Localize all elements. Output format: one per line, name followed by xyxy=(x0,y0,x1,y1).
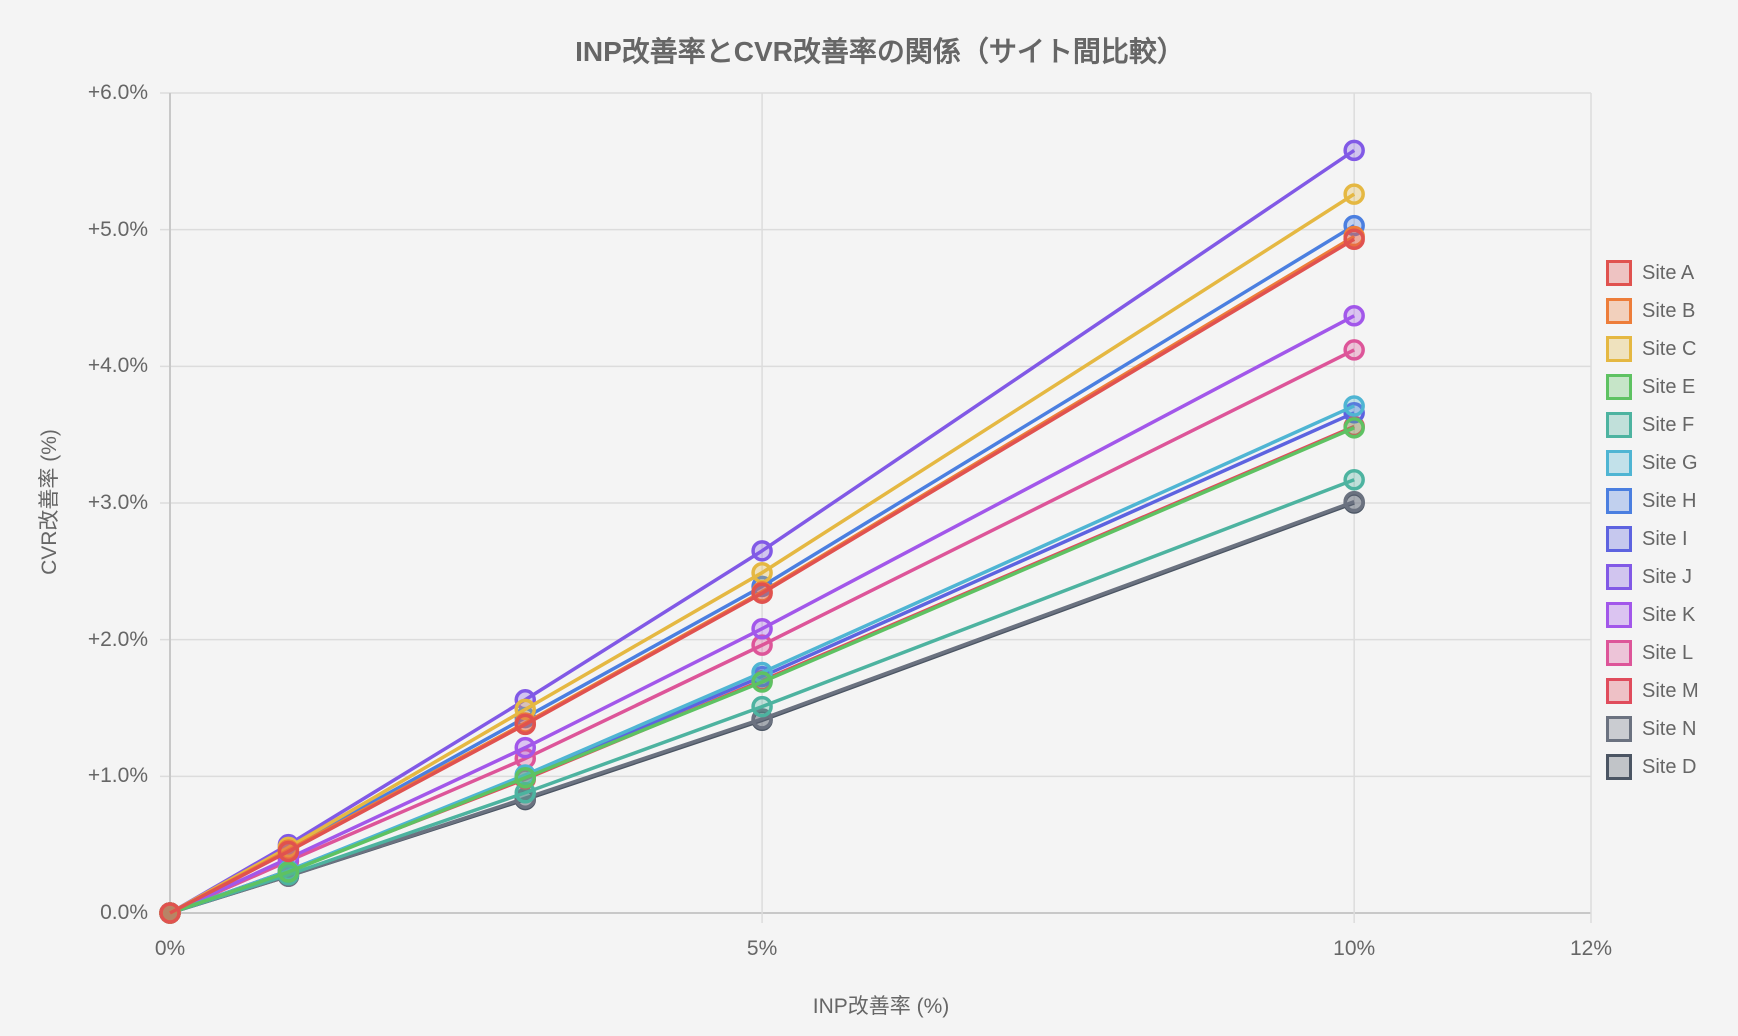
legend-swatch xyxy=(1606,716,1632,742)
legend-label: Site I xyxy=(1642,527,1688,550)
legend-swatch xyxy=(1606,640,1632,666)
data-point[interactable] xyxy=(1343,395,1365,417)
data-point[interactable] xyxy=(1343,469,1365,491)
y-tick-label: +2.0% xyxy=(87,627,148,651)
data-point[interactable] xyxy=(514,766,536,789)
y-tick-label: +5.0% xyxy=(87,217,148,241)
y-tick-label: +1.0% xyxy=(87,764,148,788)
legend-label: Site K xyxy=(1642,603,1696,626)
legend-swatch xyxy=(1606,336,1632,362)
x-tick-label: 10% xyxy=(1333,937,1376,960)
legend: Site A Site B Site C Site E Site F Site G Site… xyxy=(1606,254,1699,786)
legend-label: Site J xyxy=(1642,565,1693,588)
data-point[interactable] xyxy=(1343,305,1365,327)
data-point[interactable] xyxy=(751,540,773,562)
x-tick-label: 0% xyxy=(154,937,186,960)
data-point[interactable] xyxy=(1343,183,1365,205)
legend-item-site-b[interactable]: Site B xyxy=(1606,292,1699,330)
legend-item-site-d[interactable]: Site D xyxy=(1606,748,1699,786)
data-point[interactable] xyxy=(514,713,536,736)
legend-item-site-g[interactable]: Site G xyxy=(1606,444,1699,482)
legend-swatch xyxy=(1606,412,1632,438)
data-point[interactable] xyxy=(1343,139,1365,162)
legend-swatch xyxy=(1606,298,1632,324)
data-point[interactable] xyxy=(751,582,773,604)
legend-label: Site A xyxy=(1642,261,1695,284)
legend-item-site-a[interactable]: Site A xyxy=(1606,254,1699,292)
legend-label: Site B xyxy=(1642,299,1696,322)
legend-item-site-j[interactable]: Site J xyxy=(1606,558,1699,596)
series-line xyxy=(169,314,1355,915)
series-site-a xyxy=(159,228,1365,924)
legend-swatch xyxy=(1606,450,1632,476)
data-point[interactable] xyxy=(514,781,536,804)
legend-label: Site E xyxy=(1642,375,1696,398)
legend-label: Site G xyxy=(1642,451,1698,474)
legend-item-site-c[interactable]: Site C xyxy=(1606,330,1699,368)
legend-item-site-i[interactable]: Site I xyxy=(1606,520,1699,558)
data-point[interactable] xyxy=(277,840,300,863)
legend-item-site-e[interactable]: Site E xyxy=(1606,368,1699,406)
series-line xyxy=(169,237,1356,915)
chart-title: INP改善率とCVR改善率の関係（サイト間比較） xyxy=(575,36,1185,67)
series-line xyxy=(169,426,1355,915)
legend-label: Site N xyxy=(1642,717,1697,740)
y-tick-label: +3.0% xyxy=(87,491,148,514)
legend-swatch xyxy=(1606,754,1632,780)
legend-label: Site D xyxy=(1642,755,1697,778)
legend-swatch xyxy=(1606,260,1632,286)
legend-item-site-h[interactable]: Site H xyxy=(1606,482,1699,520)
x-tick-label: 5% xyxy=(746,937,778,960)
y-tick-label: +6.0% xyxy=(87,81,148,104)
data-point[interactable] xyxy=(751,695,773,718)
legend-label: Site L xyxy=(1642,641,1694,664)
data-point[interactable] xyxy=(277,861,300,883)
data-point[interactable] xyxy=(751,671,773,693)
legend-swatch xyxy=(1606,526,1632,552)
legend-swatch xyxy=(1606,678,1632,704)
legend-swatch xyxy=(1606,488,1632,514)
x-axis-label: INP改善率 (%) xyxy=(812,995,950,1018)
legend-label: Site C xyxy=(1642,337,1697,360)
data-point[interactable] xyxy=(159,902,181,924)
data-point[interactable] xyxy=(1343,228,1365,250)
legend-label: Site H xyxy=(1642,489,1697,512)
legend-label: Site F xyxy=(1642,413,1695,436)
data-point[interactable] xyxy=(751,561,773,584)
legend-swatch xyxy=(1606,564,1632,590)
legend-item-site-m[interactable]: Site M xyxy=(1606,672,1699,710)
legend-swatch xyxy=(1606,602,1632,628)
legend-label: Site M xyxy=(1642,679,1699,702)
y-tick-label: 0.0% xyxy=(100,901,148,924)
data-point[interactable] xyxy=(1343,339,1365,361)
data-point[interactable] xyxy=(1343,490,1365,513)
legend-item-site-l[interactable]: Site L xyxy=(1606,634,1699,672)
legend-item-site-n[interactable]: Site N xyxy=(1606,710,1699,748)
legend-item-site-k[interactable]: Site K xyxy=(1606,596,1699,634)
y-tick-label: +4.0% xyxy=(87,354,148,378)
data-point[interactable] xyxy=(514,736,536,759)
data-point[interactable] xyxy=(751,617,773,640)
legend-swatch xyxy=(1606,374,1632,400)
legend-item-site-f[interactable]: Site F xyxy=(1606,406,1699,444)
data-point[interactable] xyxy=(1343,417,1365,439)
x-tick-label: 12% xyxy=(1569,937,1613,960)
y-axis-label: CVR改善率 (%) xyxy=(38,429,61,575)
